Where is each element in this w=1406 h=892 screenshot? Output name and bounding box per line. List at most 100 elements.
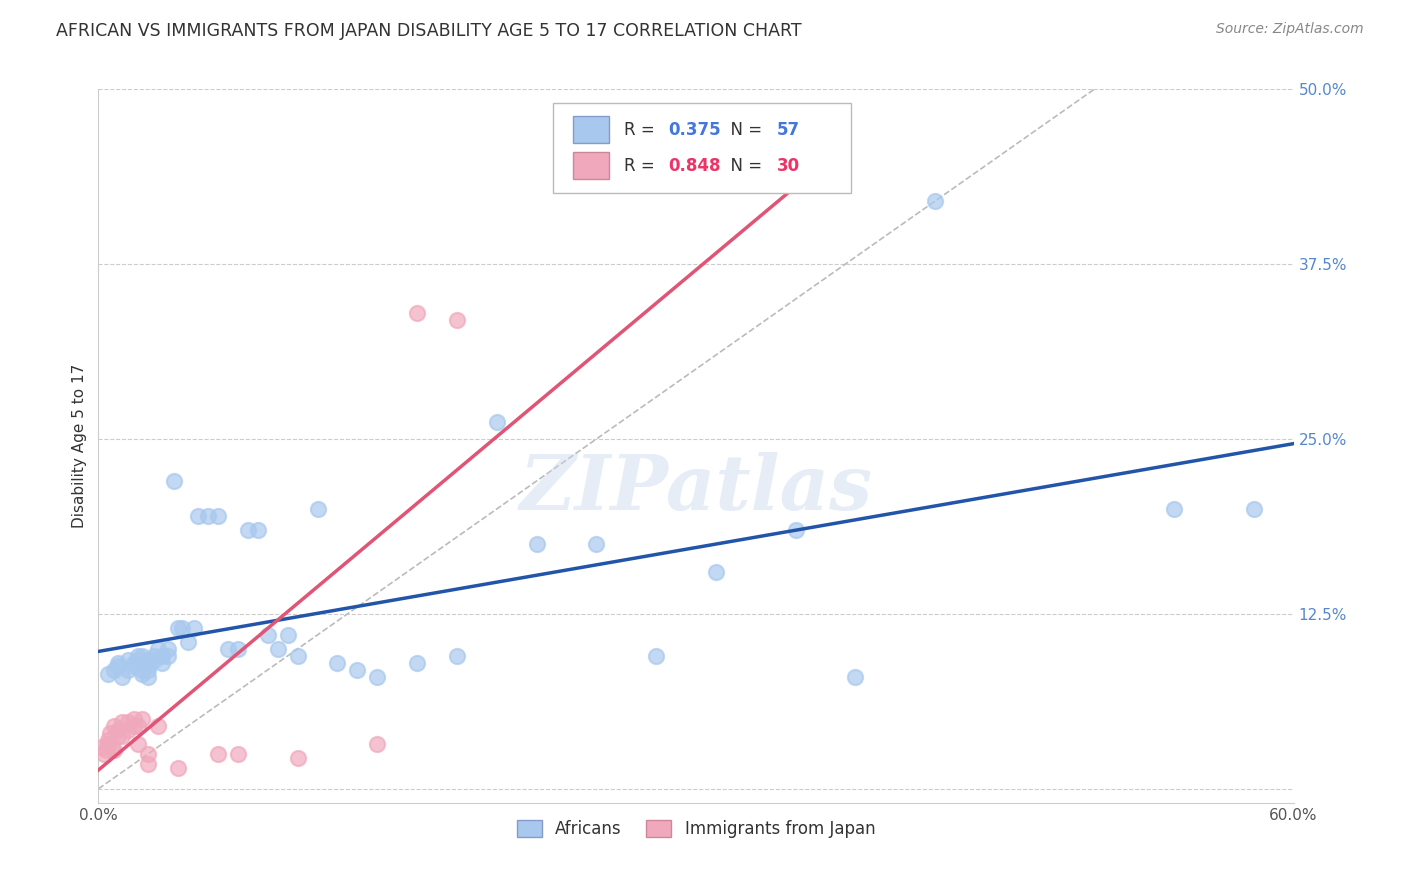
Point [157, 641, 180, 656]
Point [585, 537, 607, 551]
Point [366, 670, 388, 684]
Point [107, 658, 129, 673]
Point [167, 761, 190, 775]
Point [645, 648, 668, 663]
Point [157, 648, 180, 663]
Y-axis label: Disability Age 5 to 17: Disability Age 5 to 17 [72, 364, 87, 528]
Point [131, 648, 153, 663]
Point [406, 656, 429, 670]
Point [136, 653, 159, 667]
Point [844, 670, 866, 684]
Point [277, 628, 299, 642]
Point [97, 737, 120, 751]
Point [446, 648, 468, 663]
Point [111, 670, 134, 684]
Point [98, 726, 122, 740]
Text: N =: N = [720, 121, 768, 139]
Point [127, 719, 149, 733]
Point [117, 714, 139, 729]
Point [97, 732, 120, 747]
Point [127, 737, 149, 751]
Point [124, 658, 146, 673]
Point [136, 756, 159, 771]
Point [127, 648, 149, 663]
Point [111, 729, 134, 743]
Point [91, 739, 114, 754]
Point [1163, 502, 1185, 516]
Text: Source: ZipAtlas.com: Source: ZipAtlas.com [1216, 22, 1364, 37]
Point [406, 306, 429, 320]
Point [124, 712, 146, 726]
Point [124, 656, 146, 670]
Point [346, 663, 368, 677]
Point [117, 723, 139, 737]
Point [1243, 502, 1265, 516]
Point [93, 747, 115, 761]
Text: N =: N = [720, 157, 768, 175]
Point [197, 508, 219, 523]
Point [136, 747, 159, 761]
Point [107, 729, 129, 743]
Point [131, 663, 153, 677]
Text: 30: 30 [778, 157, 800, 175]
Point [96, 742, 118, 756]
Point [136, 663, 159, 677]
Point [111, 714, 134, 729]
Point [148, 641, 170, 656]
Point [924, 194, 946, 208]
Point [267, 641, 290, 656]
Point [167, 621, 190, 635]
Point [187, 508, 209, 523]
Point [526, 537, 548, 551]
Point [131, 667, 153, 681]
Point [704, 565, 727, 579]
Point [107, 656, 129, 670]
Point [143, 648, 166, 663]
Text: R =: R = [624, 121, 661, 139]
Point [207, 747, 229, 761]
Text: AFRICAN VS IMMIGRANTS FROM JAPAN DISABILITY AGE 5 TO 17 CORRELATION CHART: AFRICAN VS IMMIGRANTS FROM JAPAN DISABIL… [56, 22, 801, 40]
Point [485, 415, 508, 429]
Point [124, 719, 146, 733]
Point [785, 523, 807, 537]
Text: ZIPatlas: ZIPatlas [519, 452, 873, 525]
Point [366, 737, 388, 751]
Point [143, 653, 166, 667]
Point [103, 719, 125, 733]
Point [326, 656, 349, 670]
Point [103, 663, 125, 677]
Point [117, 663, 139, 677]
Point [287, 648, 309, 663]
Point [207, 508, 229, 523]
Point [226, 747, 249, 761]
Point [236, 523, 259, 537]
Point [172, 621, 194, 635]
Point [217, 641, 239, 656]
Point [287, 751, 309, 765]
Point [446, 313, 468, 327]
Point [246, 523, 269, 537]
Point [163, 474, 186, 488]
Legend: Africans, Immigrants from Japan: Africans, Immigrants from Japan [510, 813, 882, 845]
Point [256, 628, 278, 642]
Text: 0.375: 0.375 [668, 121, 721, 139]
Point [131, 712, 153, 726]
Text: R =: R = [624, 157, 661, 175]
Text: 0.848: 0.848 [668, 157, 721, 175]
Point [97, 667, 120, 681]
Point [226, 641, 249, 656]
Point [101, 739, 124, 754]
Point [117, 653, 139, 667]
Point [136, 670, 159, 684]
Point [148, 719, 170, 733]
Text: 57: 57 [778, 121, 800, 139]
Point [150, 648, 173, 663]
Point [103, 742, 125, 756]
Point [177, 635, 200, 649]
Point [307, 502, 329, 516]
Point [136, 658, 159, 673]
Point [127, 653, 149, 667]
FancyBboxPatch shape [553, 103, 852, 193]
Point [150, 656, 173, 670]
Point [107, 723, 129, 737]
